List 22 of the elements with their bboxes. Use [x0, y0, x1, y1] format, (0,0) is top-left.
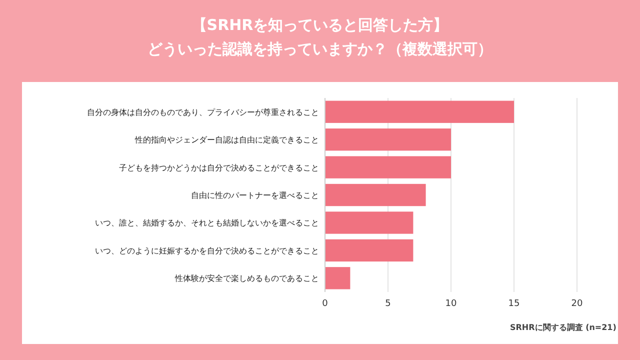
bar — [325, 184, 426, 206]
text: SRHRに関する調査 (n=21) — [510, 323, 616, 332]
bar — [325, 128, 451, 151]
x-tick-label: 0 — [322, 299, 328, 309]
y-tick-label: 自由に性のパートナーを選べること — [191, 191, 319, 200]
bar — [325, 212, 414, 234]
y-tick-label: 性的指向やジェンダー自認は自由に定義できること — [134, 136, 319, 145]
x-tick-label: 15 — [508, 299, 520, 309]
chart-subtitle: どういった認識を持っていますか？（複数選択可） — [148, 40, 492, 58]
bar — [325, 100, 514, 123]
y-tick-label: いつ、どのように妊娠するかを自分で決めることができること — [95, 246, 319, 256]
x-tick-label: 10 — [445, 299, 457, 309]
y-tick-label: 性体験が安全で楽しめるものであること — [174, 274, 319, 284]
chart-title: 【SRHRを知っていると回答した方】 — [192, 16, 448, 34]
bar — [325, 156, 451, 178]
y-tick-label: 自分の身体は自分のものであり、プライバシーが尊重されること — [87, 108, 319, 117]
y-tick-label: いつ、誰と、結婚するか、それとも結婚しないかを選べること — [95, 218, 319, 228]
bar — [325, 239, 414, 262]
x-tick-label: 20 — [571, 299, 583, 309]
x-tick-label: 5 — [385, 299, 391, 309]
bar — [325, 267, 350, 290]
y-tick-label: 子どもを持つかどうかは自分で決めることができること — [119, 163, 319, 172]
